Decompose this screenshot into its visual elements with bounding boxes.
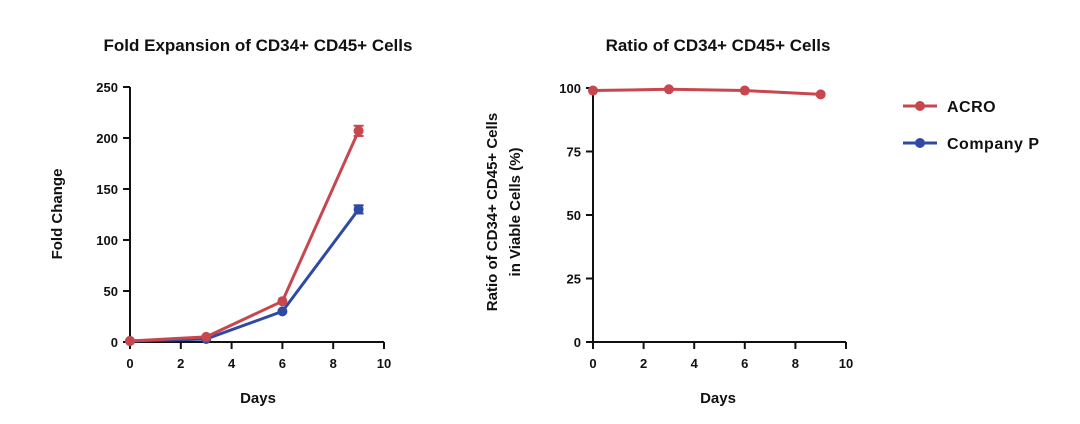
x-tick-label: 8 (330, 356, 337, 371)
x-tick-label: 4 (691, 356, 699, 371)
legend-swatch-marker (915, 101, 925, 111)
data-point (815, 89, 826, 100)
y-tick-label: 0 (574, 335, 581, 350)
y-tick-label: 75 (567, 145, 581, 160)
y-tick-label: 150 (96, 182, 118, 197)
x-tick-label: 4 (228, 356, 236, 371)
x-tick-label: 6 (279, 356, 286, 371)
data-point (277, 306, 288, 317)
x-tick-label: 2 (640, 356, 647, 371)
y-tick-label: 0 (111, 335, 118, 350)
data-point (353, 204, 364, 215)
legend-label: Company P (947, 136, 1040, 153)
x-tick-label: 8 (792, 356, 799, 371)
chart-title: Ratio of CD34+ CD45+ Cells (606, 36, 831, 55)
x-tick-label: 2 (177, 356, 184, 371)
x-tick-label: 6 (741, 356, 748, 371)
y-tick-label: 250 (96, 80, 118, 95)
series-company-p (125, 204, 364, 346)
series-line (129, 130, 360, 343)
series-line (129, 208, 360, 343)
data-point (125, 335, 135, 346)
y-tick-label: 100 (559, 81, 581, 96)
chart-title: Fold Expansion of CD34+ CD45+ Cells (104, 36, 413, 55)
x-tick-label: 10 (839, 356, 853, 371)
y-tick-label: 50 (104, 284, 118, 299)
y-tick-label: 50 (567, 208, 581, 223)
data-point (588, 85, 598, 96)
y-axis-label-line-2: in Viable Cells (%) (507, 148, 524, 277)
y-axis-label: Fold Change (49, 169, 66, 260)
data-point (353, 125, 364, 136)
y-tick-label: 100 (96, 233, 118, 248)
x-tick-label: 0 (126, 356, 133, 371)
fold-expansion-chart: Fold Expansion of CD34+ CD45+ Cells Days… (49, 36, 412, 407)
y-axis-label-line-1: Ratio of CD34+ CD45+ Cells (484, 113, 501, 311)
legend-item-company-p: Company P (903, 136, 1040, 153)
data-point (663, 84, 674, 95)
legend-label: ACRO (947, 99, 996, 116)
ratio-chart: Ratio of CD34+ CD45+ Cells Days Ratio of… (484, 36, 853, 407)
x-axis-label: Days (700, 390, 736, 407)
legend-swatch-marker (915, 138, 925, 148)
x-tick-label: 0 (589, 356, 596, 371)
series-acro (125, 124, 364, 346)
y-tick-label: 25 (567, 272, 581, 287)
data-point (277, 296, 288, 307)
x-axis-label: Days (240, 390, 276, 407)
y-tick-label: 200 (96, 131, 118, 146)
data-point (201, 331, 212, 342)
series-acro (588, 84, 826, 100)
legend-item-acro: ACRO (903, 99, 996, 116)
x-tick-label: 10 (377, 356, 391, 371)
data-point (739, 85, 750, 96)
legend: ACRO Company P (903, 99, 1040, 153)
series-line (592, 87, 821, 96)
